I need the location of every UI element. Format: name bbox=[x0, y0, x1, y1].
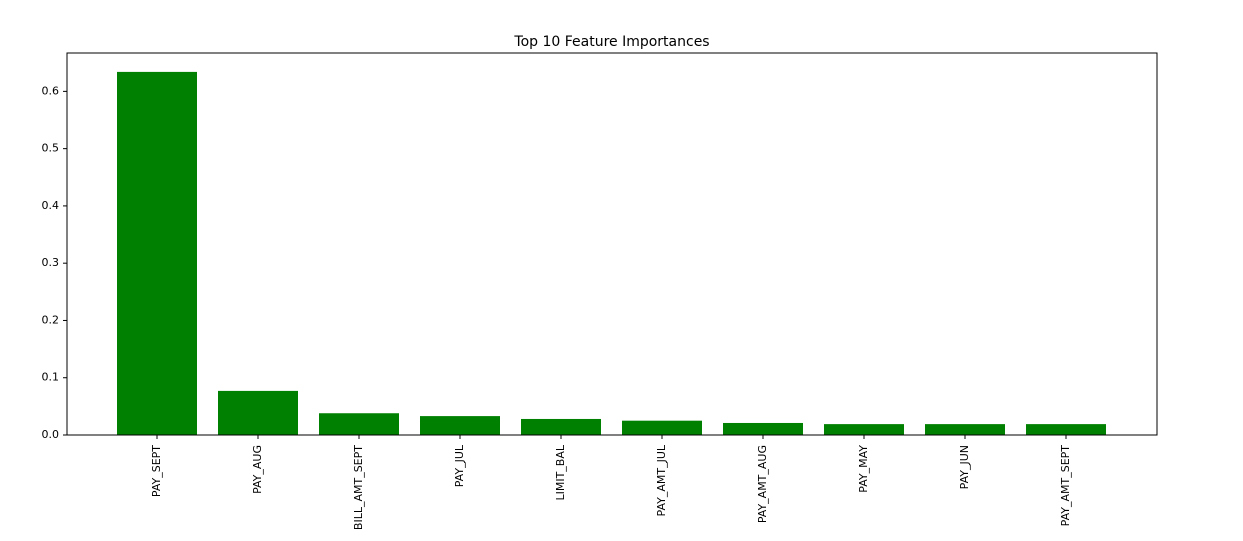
bar-pay-may bbox=[824, 424, 904, 435]
x-tick-label: PAY_JUL bbox=[453, 444, 466, 487]
x-tick-label: PAY_AMT_SEPT bbox=[1059, 445, 1072, 527]
plot-frame bbox=[66, 52, 1158, 436]
y-tick-label: 0.0 bbox=[42, 428, 60, 441]
bar-pay-jun bbox=[925, 424, 1005, 435]
y-tick-label: 0.2 bbox=[42, 313, 60, 326]
x-tick-label: PAY_MAY bbox=[857, 445, 870, 493]
x-tick-label: PAY_SEPT bbox=[150, 445, 163, 497]
y-axis: 0.0 0.1 0.2 0.3 0.4 0.5 0.6 bbox=[42, 84, 67, 441]
y-tick-label: 0.1 bbox=[42, 371, 60, 384]
bar-bill-amt-sept bbox=[319, 413, 399, 435]
x-tick-label: PAY_AMT_JUL bbox=[655, 444, 668, 516]
bar-pay-amt-sept bbox=[1026, 424, 1106, 435]
bar-pay-jul bbox=[420, 416, 500, 435]
bar-pay-amt-aug bbox=[723, 422, 803, 435]
bar-limit-bal bbox=[521, 418, 601, 435]
chart-title: Top 10 Feature Importances bbox=[513, 34, 709, 50]
y-tick-label: 0.3 bbox=[42, 256, 60, 269]
bar-pay-aug bbox=[218, 390, 298, 435]
bar-pay-sept bbox=[117, 71, 197, 436]
x-tick-label: BILL_AMT_SEPT bbox=[352, 445, 365, 530]
bars-group bbox=[117, 71, 1106, 436]
y-tick-label: 0.6 bbox=[42, 84, 60, 97]
x-tick-label: LIMIT_BAL bbox=[554, 444, 567, 500]
y-tick-label: 0.4 bbox=[42, 199, 60, 212]
bar-pay-amt-jul bbox=[622, 420, 702, 435]
x-tick-label: PAY_AUG bbox=[251, 445, 264, 494]
x-axis: PAY_SEPT PAY_AUG BILL_AMT_SEPT PAY_JUL LIMIT… bbox=[150, 435, 1072, 530]
x-tick-label: PAY_AMT_AUG bbox=[756, 445, 769, 523]
y-tick-label: 0.5 bbox=[42, 142, 60, 155]
x-tick-label: PAY_JUN bbox=[958, 445, 971, 489]
